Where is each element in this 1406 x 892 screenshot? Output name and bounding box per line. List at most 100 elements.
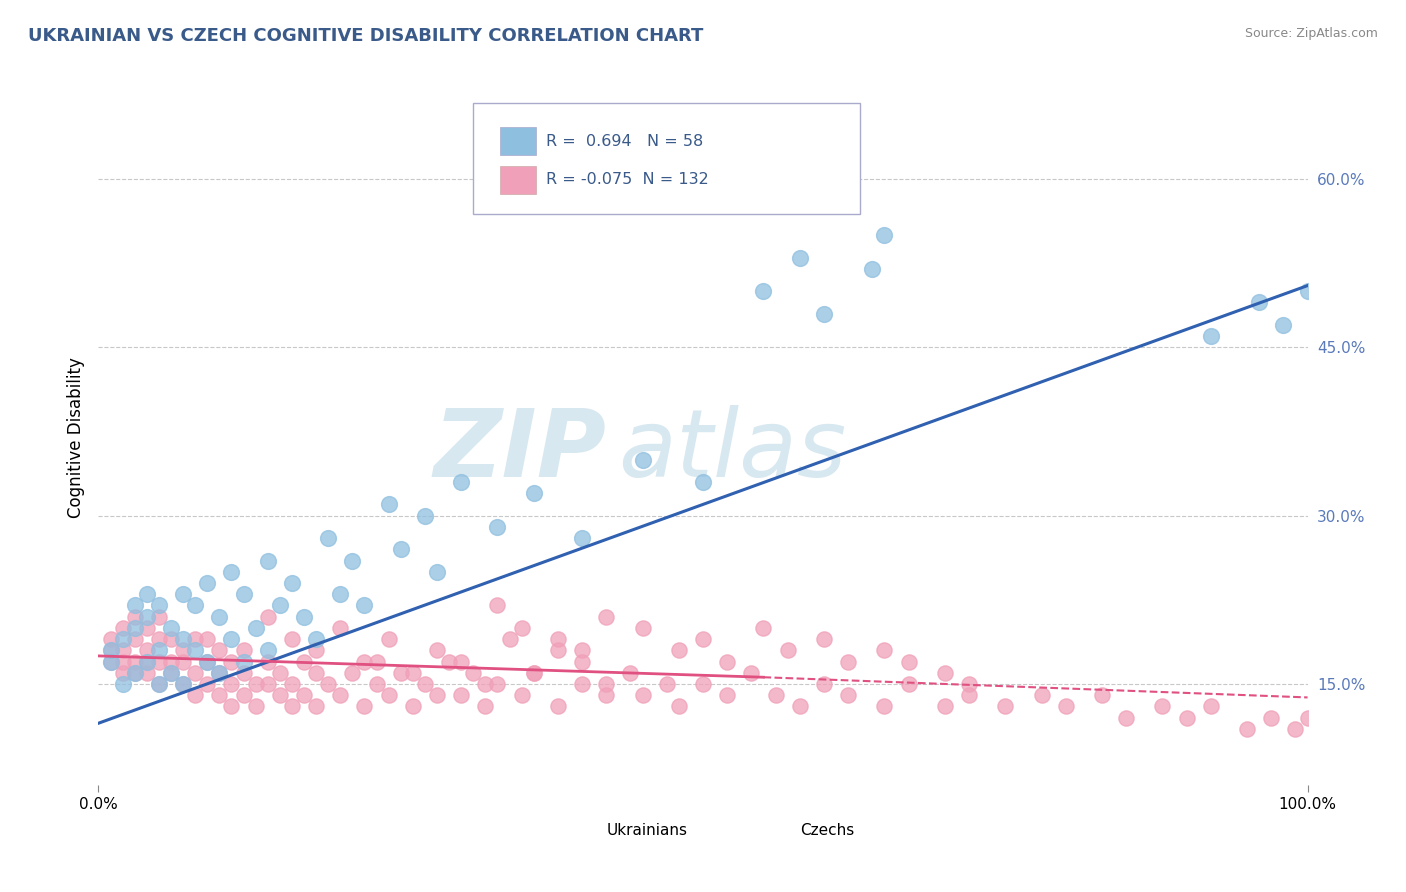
- Point: [668, 643, 690, 657]
- Point: [184, 632, 207, 646]
- Point: [135, 609, 157, 624]
- Point: [1054, 699, 1077, 714]
- Point: [135, 621, 157, 635]
- Point: [135, 655, 157, 669]
- Point: [148, 632, 170, 646]
- Point: [353, 699, 375, 714]
- Point: [789, 251, 811, 265]
- Point: [813, 677, 835, 691]
- Point: [668, 699, 690, 714]
- Point: [571, 655, 593, 669]
- Point: [631, 621, 654, 635]
- Point: [377, 688, 399, 702]
- Point: [281, 677, 304, 691]
- Point: [1152, 699, 1174, 714]
- Point: [1296, 284, 1319, 298]
- Point: [160, 621, 183, 635]
- Point: [160, 665, 183, 680]
- Point: [221, 632, 243, 646]
- Point: [813, 307, 835, 321]
- Point: [426, 565, 449, 579]
- Point: [342, 665, 364, 680]
- Point: [486, 677, 509, 691]
- Point: [256, 553, 278, 567]
- Point: [523, 486, 546, 500]
- Point: [655, 677, 678, 691]
- Point: [498, 632, 520, 646]
- Point: [256, 609, 278, 624]
- Point: [292, 609, 315, 624]
- Point: [160, 665, 183, 680]
- Point: [329, 621, 352, 635]
- Text: UKRAINIAN VS CZECH COGNITIVE DISABILITY CORRELATION CHART: UKRAINIAN VS CZECH COGNITIVE DISABILITY …: [28, 27, 703, 45]
- Text: atlas: atlas: [619, 406, 846, 497]
- FancyBboxPatch shape: [501, 128, 536, 155]
- Point: [994, 699, 1017, 714]
- Point: [631, 452, 654, 467]
- Point: [172, 587, 194, 601]
- FancyBboxPatch shape: [501, 166, 536, 194]
- Point: [100, 643, 122, 657]
- Point: [305, 699, 328, 714]
- Point: [402, 665, 425, 680]
- Point: [631, 688, 654, 702]
- Point: [957, 688, 980, 702]
- Point: [148, 655, 170, 669]
- Point: [934, 665, 956, 680]
- Point: [1175, 711, 1198, 725]
- Point: [1199, 329, 1222, 343]
- Point: [426, 643, 449, 657]
- Point: [245, 621, 267, 635]
- Point: [221, 699, 243, 714]
- Point: [595, 688, 617, 702]
- Point: [837, 688, 859, 702]
- Point: [366, 655, 388, 669]
- Point: [208, 665, 231, 680]
- Point: [486, 520, 509, 534]
- Point: [124, 621, 146, 635]
- Point: [934, 699, 956, 714]
- Point: [837, 655, 859, 669]
- Point: [437, 655, 460, 669]
- Point: [124, 665, 146, 680]
- Point: [486, 599, 509, 613]
- Point: [111, 665, 134, 680]
- Point: [100, 632, 122, 646]
- Point: [1249, 295, 1271, 310]
- Point: [292, 655, 315, 669]
- Point: [160, 655, 183, 669]
- Point: [135, 587, 157, 601]
- Point: [897, 655, 920, 669]
- Point: [124, 599, 146, 613]
- Point: [463, 665, 485, 680]
- Point: [1284, 722, 1306, 736]
- Point: [873, 643, 896, 657]
- Point: [389, 542, 412, 557]
- Point: [111, 632, 134, 646]
- Point: [148, 677, 170, 691]
- Point: [245, 699, 267, 714]
- Point: [124, 665, 146, 680]
- Text: Czechs: Czechs: [800, 822, 853, 838]
- Point: [292, 688, 315, 702]
- Point: [692, 677, 714, 691]
- Point: [389, 665, 412, 680]
- Point: [776, 643, 799, 657]
- Point: [221, 565, 243, 579]
- Point: [232, 587, 254, 601]
- Point: [281, 576, 304, 591]
- Point: [135, 643, 157, 657]
- Point: [195, 677, 218, 691]
- Point: [377, 497, 399, 511]
- Point: [1115, 711, 1137, 725]
- Point: [281, 632, 304, 646]
- Point: [305, 643, 328, 657]
- Point: [184, 599, 207, 613]
- FancyBboxPatch shape: [751, 816, 787, 844]
- Point: [100, 655, 122, 669]
- Point: [547, 632, 569, 646]
- Point: [474, 699, 496, 714]
- Point: [111, 655, 134, 669]
- Point: [329, 688, 352, 702]
- Point: [1260, 711, 1282, 725]
